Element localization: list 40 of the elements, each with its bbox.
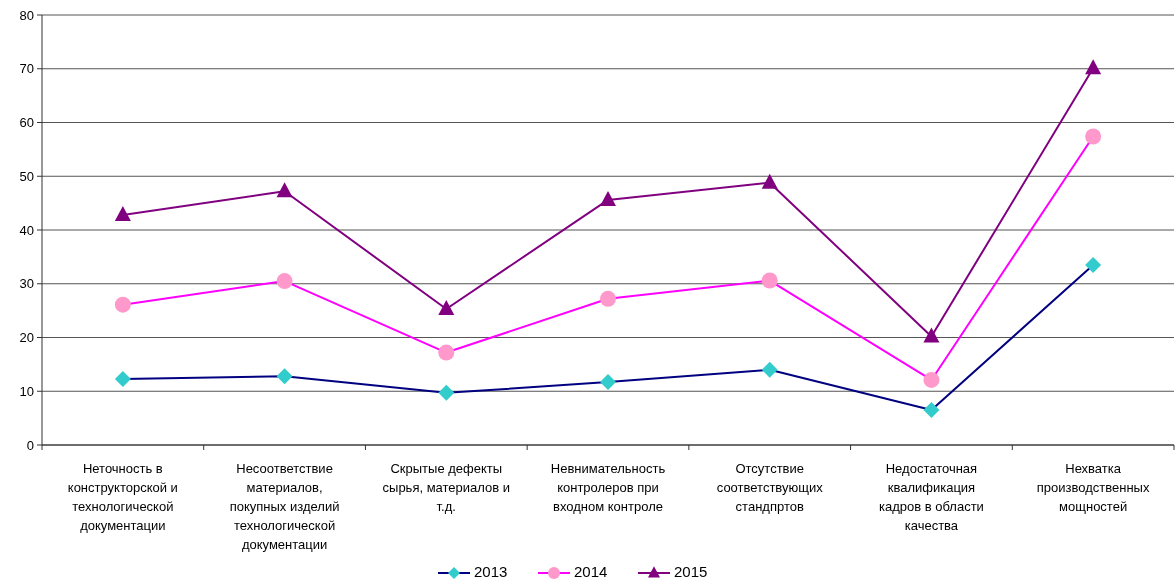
y-tick-label: 20: [19, 330, 34, 346]
legend-label: 2013: [474, 563, 508, 580]
y-tick-label: 50: [19, 168, 34, 184]
point: [600, 374, 616, 391]
x-tick-label: Несоответствие материалов, покупных изделий технологической документации: [229, 461, 340, 552]
point: [438, 300, 455, 316]
point: [923, 402, 940, 419]
y-tick-label: 40: [19, 222, 34, 238]
point: [114, 370, 131, 387]
point: [923, 327, 940, 343]
point: [1085, 256, 1102, 273]
point: [438, 384, 455, 401]
point: [438, 344, 455, 361]
point: [114, 296, 131, 313]
legend-label: 2015: [674, 563, 708, 580]
point: [923, 371, 940, 388]
x-tick-label: Скрытые дефекты сырья, материалов и т.д.: [382, 461, 511, 514]
x-tick-label: Невнимательность контролеров при входном контроле: [550, 461, 666, 514]
y-tick-label: 60: [19, 115, 34, 131]
x-tick-label: Отсутствие соответствующих стандпртов: [716, 461, 824, 514]
x-tick-label: Недостаточная квалификация кадров в области качества: [878, 461, 984, 533]
y-tick-label: 10: [19, 383, 34, 399]
point: [114, 205, 131, 221]
y-tick-label: 0: [26, 437, 34, 453]
point: [276, 368, 293, 385]
point: [761, 361, 778, 378]
x-tick-label: Неточность в конструкторской и технологической документации: [67, 461, 178, 533]
legend-label: 2014: [574, 563, 608, 580]
point: [276, 182, 293, 198]
point: [1085, 128, 1102, 145]
point: [600, 290, 616, 307]
point: [1085, 59, 1102, 75]
point: [600, 190, 616, 206]
y-tick-label: 80: [19, 7, 34, 23]
x-tick-label: Нехватка производственных мощностей: [1036, 461, 1150, 514]
point: [761, 272, 778, 289]
point: [276, 273, 293, 290]
y-tick-label: 30: [19, 276, 34, 292]
y-tick-label: 70: [19, 61, 34, 77]
point: [761, 173, 778, 189]
